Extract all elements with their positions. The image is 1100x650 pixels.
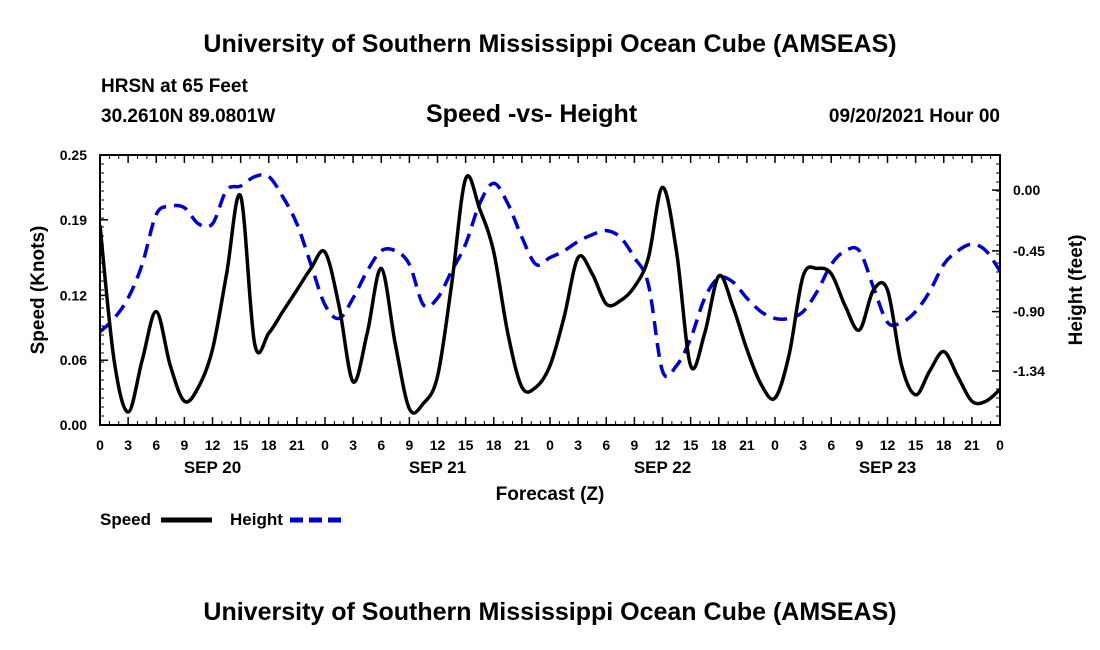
x-tick-label: 12: [205, 437, 221, 453]
x-tick-label: 6: [152, 437, 160, 453]
x-tick-label: 9: [855, 437, 863, 453]
x-tick-label: 21: [289, 437, 305, 453]
x-tick-label: 15: [683, 437, 699, 453]
y-right-tick-label: -0.90: [1013, 304, 1045, 320]
x-tick-label: 9: [630, 437, 638, 453]
y-right-tick-label: -1.34: [1013, 363, 1045, 379]
plot-frame: [99, 154, 1001, 426]
x-tick-label: 12: [430, 437, 446, 453]
x-tick-label: 0: [771, 437, 779, 453]
series-line-height: [100, 172, 1000, 379]
chart-subtitle: Speed -vs- Height: [426, 100, 638, 128]
x-tick-label: 0: [546, 437, 554, 453]
y-left-tick-label: 0.12: [60, 287, 87, 303]
x-date-label: SEP 22: [634, 458, 691, 477]
x-tick-label: 21: [964, 437, 980, 453]
y-left-tick-label: 0.06: [60, 352, 87, 368]
station-coordinates: 30.2610N 89.0801W: [101, 106, 276, 127]
x-tick-label: 3: [124, 437, 132, 453]
x-tick-label: 0: [96, 437, 104, 453]
x-tick-label: 15: [458, 437, 474, 453]
y-axis-label-height: Height (feet): [1066, 235, 1087, 346]
series-lines: [100, 172, 1000, 415]
y-right-tick-label: 0.00: [1013, 182, 1040, 198]
x-tick-label: 3: [349, 437, 357, 453]
x-tick-label: 0: [321, 437, 329, 453]
series-line-speed: [100, 174, 1000, 415]
station-label: HRSN at 65 Feet: [101, 76, 248, 97]
x-tick-label: 21: [739, 437, 755, 453]
y-left-tick-label: 0.25: [60, 147, 87, 163]
x-tick-label: 6: [602, 437, 610, 453]
y-left-tick-label: 0.00: [60, 417, 87, 433]
major-ticks: [99, 154, 1001, 426]
y-axis-label-speed: Speed (Knots): [28, 226, 49, 355]
x-tick-label: 9: [405, 437, 413, 453]
x-tick-label: 3: [574, 437, 582, 453]
y-right-tick-label: -0.45: [1013, 243, 1045, 259]
legend: Speed Height: [100, 510, 343, 529]
x-tick-label: 6: [377, 437, 385, 453]
legend-label-speed: Speed: [100, 510, 151, 529]
tick-labels: 0 3 6 9 12 15 18 21 0 3 6 9 12 15 18 21 0 3 6 9 12 15 18 21 0 3 6 9…: [60, 147, 1045, 477]
x-tick-label: 15: [908, 437, 924, 453]
x-tick-label: 6: [827, 437, 835, 453]
x-tick-label: 18: [936, 437, 952, 453]
minor-ticks: [100, 155, 1000, 425]
x-date-label: SEP 21: [409, 458, 466, 477]
x-tick-label: 18: [486, 437, 502, 453]
x-tick-label: 12: [655, 437, 671, 453]
legend-label-height: Height: [230, 510, 283, 529]
chart-title: University of Southern Mississippi Ocean…: [203, 30, 897, 58]
footer-title: University of Southern Mississippi Ocean…: [203, 598, 897, 626]
y-left-tick-label: 0.19: [60, 212, 87, 228]
x-date-label: SEP 23: [859, 458, 916, 477]
x-date-label: SEP 20: [184, 458, 241, 477]
x-tick-label: 15: [233, 437, 249, 453]
x-tick-label: 9: [180, 437, 188, 453]
x-tick-label: 18: [261, 437, 277, 453]
x-tick-label: 12: [880, 437, 896, 453]
forecast-run-time: 09/20/2021 Hour 00: [828, 106, 1000, 127]
x-tick-label: 0: [996, 437, 1004, 453]
x-tick-label: 21: [514, 437, 530, 453]
x-tick-label: 18: [711, 437, 727, 453]
x-axis-label: Forecast (Z): [496, 484, 605, 505]
x-tick-label: 3: [799, 437, 807, 453]
